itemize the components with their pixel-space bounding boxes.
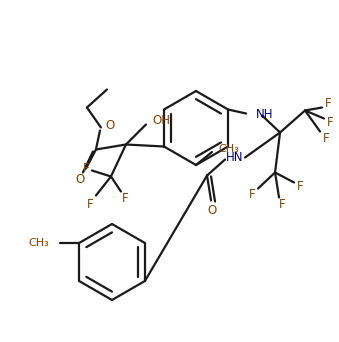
Text: F: F [249, 188, 255, 201]
Text: NH: NH [256, 108, 274, 121]
Text: CH₃: CH₃ [28, 238, 49, 248]
Text: F: F [279, 198, 285, 211]
Text: CH₃: CH₃ [218, 144, 239, 154]
Text: F: F [122, 192, 128, 205]
Text: F: F [297, 180, 303, 193]
Text: OH: OH [152, 114, 170, 127]
Text: F: F [325, 97, 331, 110]
Text: F: F [323, 132, 330, 145]
Text: F: F [87, 198, 93, 211]
Text: F: F [83, 162, 89, 175]
Text: HN: HN [226, 151, 244, 164]
Text: O: O [207, 204, 217, 217]
Text: O: O [75, 173, 85, 186]
Text: O: O [105, 119, 114, 132]
Text: F: F [327, 116, 333, 129]
